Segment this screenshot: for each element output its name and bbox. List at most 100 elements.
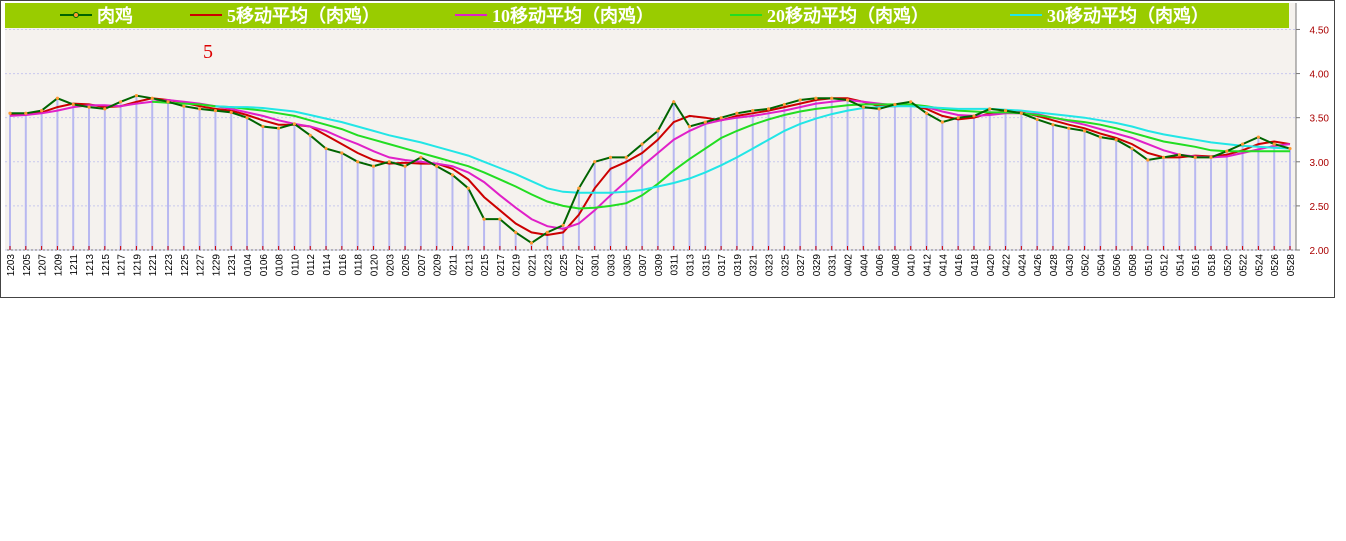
point-marker [893, 102, 897, 107]
point-marker [1177, 153, 1181, 157]
x-tick-label: 0106 [259, 254, 270, 277]
x-tick-label: 0317 [717, 254, 728, 277]
annotation: 5 [203, 41, 213, 63]
point-marker [529, 241, 534, 245]
x-tick-label: 0510 [1144, 254, 1155, 277]
x-tick-label: 1211 [69, 254, 80, 276]
x-tick-label: 0504 [1096, 254, 1107, 277]
x-tick-label: 1209 [53, 254, 64, 277]
legend-label: 30移动平均（肉鸡） [1047, 5, 1209, 26]
y-tick-label: 4.00 [1310, 70, 1330, 81]
point-marker [419, 155, 423, 159]
x-tick-label: 0112 [306, 254, 317, 276]
legend-item: 肉鸡 [60, 5, 133, 26]
x-tick-label: 1217 [117, 254, 128, 277]
point-marker [656, 129, 660, 133]
legend-item: 30移动平均（肉鸡） [1010, 5, 1209, 26]
point-marker [371, 164, 376, 168]
x-tick-label: 0118 [354, 254, 365, 276]
x-tick-label: 0508 [1128, 254, 1139, 277]
y-tick-label: 3.00 [1310, 158, 1330, 169]
point-marker [1225, 149, 1229, 153]
point-marker [814, 96, 818, 100]
x-tick-label: 0217 [496, 254, 507, 277]
point-marker [545, 230, 549, 234]
point-marker [1035, 117, 1039, 122]
x-tick-label: 0104 [243, 254, 254, 277]
point-marker [561, 223, 565, 227]
legend-label: 5移动平均（肉鸡） [227, 5, 380, 26]
x-tick-label: 0406 [875, 254, 886, 277]
x-tick-label: 0428 [1049, 254, 1060, 277]
x-tick-label: 0422 [1002, 254, 1013, 277]
x-tick-label: 0305 [622, 254, 633, 277]
x-tick-label: 0303 [606, 254, 617, 277]
point-marker [134, 94, 139, 98]
x-tick-label: 0315 [701, 254, 712, 277]
point-marker [751, 109, 755, 113]
point-marker [356, 160, 360, 164]
point-marker [245, 116, 249, 120]
point-marker [1114, 138, 1118, 142]
x-tick-label: 0110 [290, 254, 301, 276]
x-tick-label: 0313 [686, 254, 697, 277]
x-tick-label: 1215 [101, 254, 112, 277]
x-tick-label: 0311 [670, 254, 681, 276]
x-tick-label: 0116 [338, 254, 349, 276]
legend-label: 肉鸡 [97, 5, 133, 26]
point-marker [166, 100, 170, 104]
series-line [9, 97, 1291, 237]
point-marker [608, 155, 613, 159]
point-marker [940, 120, 944, 124]
x-tick-label: 0203 [385, 254, 396, 277]
point-marker [956, 116, 960, 120]
x-tick-label: 0209 [433, 254, 444, 277]
x-tick-label: 1229 [211, 254, 222, 277]
x-tick-label: 0522 [1239, 254, 1250, 277]
x-tick-label: 1213 [85, 254, 96, 277]
x-tick-label: 0329 [812, 254, 823, 277]
point-marker [87, 105, 91, 109]
x-tick-label: 0108 [275, 254, 286, 277]
legend-item: 20移动平均（肉鸡） [730, 5, 929, 26]
x-tick-label: 0223 [543, 254, 554, 277]
point-marker [71, 102, 75, 107]
point-marker [766, 107, 771, 111]
x-tick-label: 0227 [575, 254, 586, 277]
point-marker [798, 98, 802, 102]
x-tick-label: 0221 [527, 254, 538, 277]
point-marker [1051, 123, 1055, 127]
x-tick-label: 1231 [227, 254, 238, 277]
point-marker [8, 111, 12, 115]
point-marker [40, 109, 44, 113]
x-tick-label: 0225 [559, 254, 570, 277]
point-marker [687, 124, 692, 129]
legend-item: 10移动平均（肉鸡） [455, 5, 654, 26]
x-tick-label: 0414 [938, 254, 949, 277]
x-tick-label: 0430 [1065, 254, 1076, 277]
x-tick-label: 0402 [844, 254, 855, 277]
x-tick-label: 1223 [164, 254, 175, 277]
point-marker [1019, 111, 1023, 115]
legend-label: 20移动平均（肉鸡） [767, 5, 929, 26]
point-marker [1003, 109, 1008, 113]
x-tick-label: 0331 [828, 254, 839, 277]
point-marker [877, 107, 881, 111]
point-marker [24, 111, 28, 115]
x-tick-label: 0514 [1175, 254, 1186, 277]
point-marker [514, 230, 518, 234]
x-tick-label: 0327 [796, 254, 807, 277]
point-marker [261, 124, 265, 129]
x-tick-label: 1205 [22, 254, 33, 277]
point-marker [1067, 126, 1071, 130]
x-tick-label: 1203 [6, 254, 17, 277]
point-marker [924, 111, 929, 115]
x-tick-label: 1219 [132, 254, 143, 277]
x-tick-label: 0219 [512, 254, 523, 277]
point-marker [498, 217, 502, 221]
point-marker [719, 116, 723, 120]
x-tick-label: 0323 [765, 254, 776, 277]
x-tick-label: 0524 [1254, 254, 1265, 277]
